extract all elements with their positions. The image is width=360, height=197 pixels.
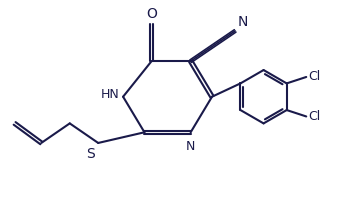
Text: S: S [87, 147, 95, 161]
Text: N: N [186, 140, 195, 153]
Text: HN: HN [101, 88, 120, 101]
Text: Cl: Cl [308, 110, 320, 123]
Text: O: O [146, 7, 157, 21]
Text: Cl: Cl [308, 71, 320, 84]
Text: N: N [237, 15, 248, 29]
